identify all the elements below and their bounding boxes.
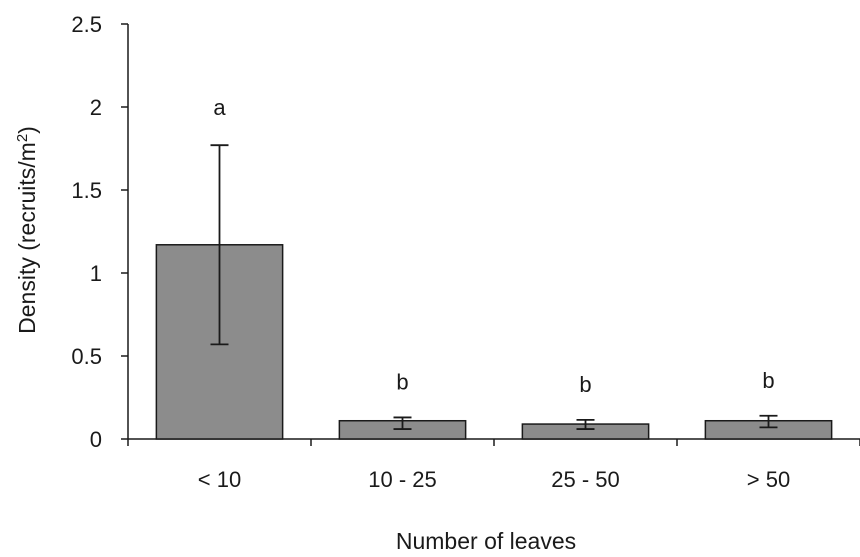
- error-bars: [210, 144, 778, 430]
- significance-letter: b: [762, 368, 774, 393]
- significance-letter: b: [396, 369, 408, 394]
- x-tick-label: 10 - 25: [368, 467, 437, 492]
- error-bar: [393, 416, 412, 430]
- x-tick-label: < 10: [198, 467, 241, 492]
- x-ticks: < 10 10 - 25 25 - 50 > 50: [127, 439, 860, 492]
- x-tick-label: > 50: [747, 467, 790, 492]
- y-axis-title-superscript: 2: [14, 134, 31, 142]
- y-axis-title-close: ): [14, 126, 40, 134]
- error-bar: [210, 144, 229, 346]
- bars: [155, 244, 833, 440]
- error-bar: [759, 414, 778, 429]
- y-tick-label: 1: [90, 261, 102, 286]
- y-tick-label: 2: [90, 95, 102, 120]
- y-ticks: 0 0.5 1 1.5 2 2.5: [71, 12, 128, 452]
- error-bar: [576, 419, 595, 430]
- y-tick-label: 0: [90, 427, 102, 452]
- significance-letter: a: [213, 95, 226, 120]
- significance-letter: b: [579, 372, 591, 397]
- significance-letters: a b b b: [213, 95, 774, 397]
- y-tick-label: 0.5: [71, 344, 102, 369]
- y-tick-label: 2.5: [71, 12, 102, 37]
- x-axis-title: Number of leaves: [396, 528, 576, 554]
- x-tick-label: 25 - 50: [551, 467, 620, 492]
- y-axis-title: Density (recruits/m2): [14, 126, 40, 334]
- y-tick-label: 1.5: [71, 178, 102, 203]
- y-axis-title-main: Density (recruits/m: [14, 142, 40, 334]
